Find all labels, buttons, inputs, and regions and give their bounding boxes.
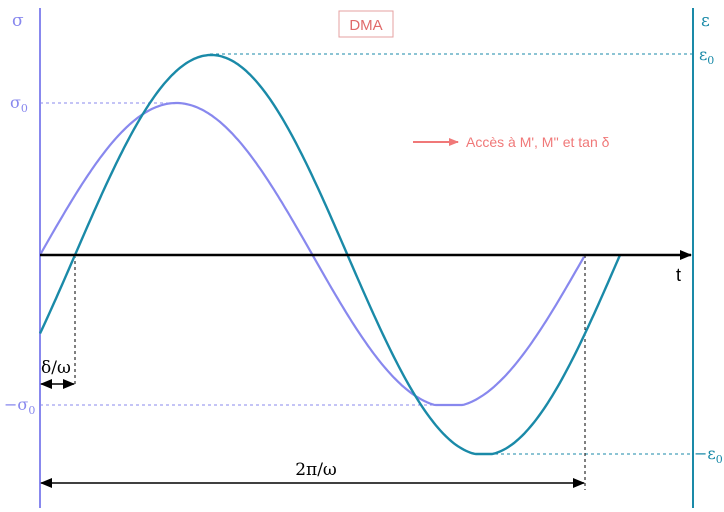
strain-axis-label: ε [701, 11, 710, 31]
neg-sigma0-label: −σ0 [4, 395, 35, 417]
eps0-label: ε0 [699, 45, 714, 67]
time-axis-label: t [676, 265, 681, 285]
access-note: Accès à M', M'' et tan δ [466, 134, 610, 150]
title-box [338, 10, 394, 38]
neg-eps0-label: −ε0 [694, 444, 723, 466]
phase-shift-label: δ/ω [41, 358, 71, 378]
diagram-title: DMA [349, 17, 382, 34]
sigma0-label: σ0 [10, 93, 28, 115]
period-label: 2π/ω [295, 460, 337, 480]
stress-axis-label: σ [12, 11, 24, 31]
strain-curve [38, 53, 622, 456]
